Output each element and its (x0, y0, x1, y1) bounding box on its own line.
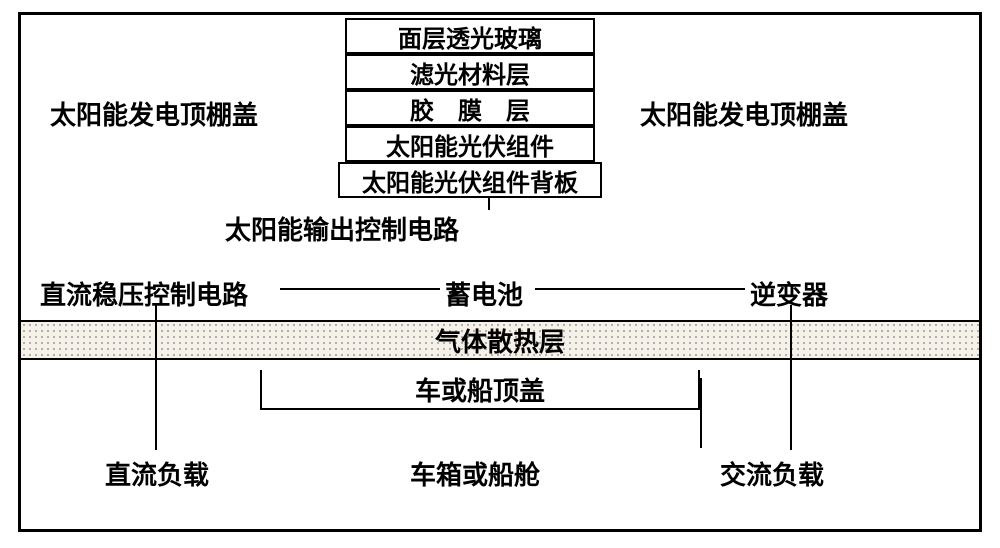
battery-label: 蓄电池 (445, 275, 523, 312)
stack-layer-2: 胶 膜 层 (345, 90, 595, 126)
conn-stack-to-ctrl (488, 198, 490, 210)
conn-roof-acload (700, 378, 702, 448)
left-roof-label: 太阳能发电顶棚盖 (50, 95, 258, 132)
dc-regulator-label: 直流稳压控制电路 (40, 275, 248, 312)
stack-layer-1: 滤光材料层 (345, 54, 595, 90)
stack-layer-4-text: 太阳能光伏组件背板 (362, 163, 578, 198)
stack-layer-2-text: 胶 膜 层 (410, 91, 530, 126)
stack-layer-0: 面层透光玻璃 (345, 18, 595, 54)
heat-dissipation-layer: 气体散热层 (21, 320, 979, 360)
stack-layer-3-text: 太阳能光伏组件 (386, 127, 554, 162)
conn-dcreg-dcload (155, 305, 157, 450)
inverter-label: 逆变器 (750, 275, 828, 312)
solar-output-control-label: 太阳能输出控制电路 (225, 210, 459, 247)
stack-layer-1-text: 滤光材料层 (410, 55, 530, 90)
ac-load-label: 交流负载 (720, 455, 824, 492)
stack-layer-0-text: 面层透光玻璃 (398, 19, 542, 54)
dc-load-label: 直流负载 (105, 455, 209, 492)
conn-battery-inverter (535, 288, 745, 290)
heat-layer-text: 气体散热层 (435, 322, 565, 359)
cabin-label: 车箱或船舱 (410, 455, 540, 492)
conn-dcreg-battery (280, 288, 440, 290)
stack-layer-3: 太阳能光伏组件 (345, 126, 595, 162)
right-roof-label: 太阳能发电顶棚盖 (640, 95, 848, 132)
conn-inverter-acload (790, 305, 792, 450)
roof-box-text: 车或船顶盖 (415, 371, 545, 408)
roof-box: 车或船顶盖 (260, 370, 700, 410)
stack-layer-4: 太阳能光伏组件背板 (338, 162, 602, 198)
